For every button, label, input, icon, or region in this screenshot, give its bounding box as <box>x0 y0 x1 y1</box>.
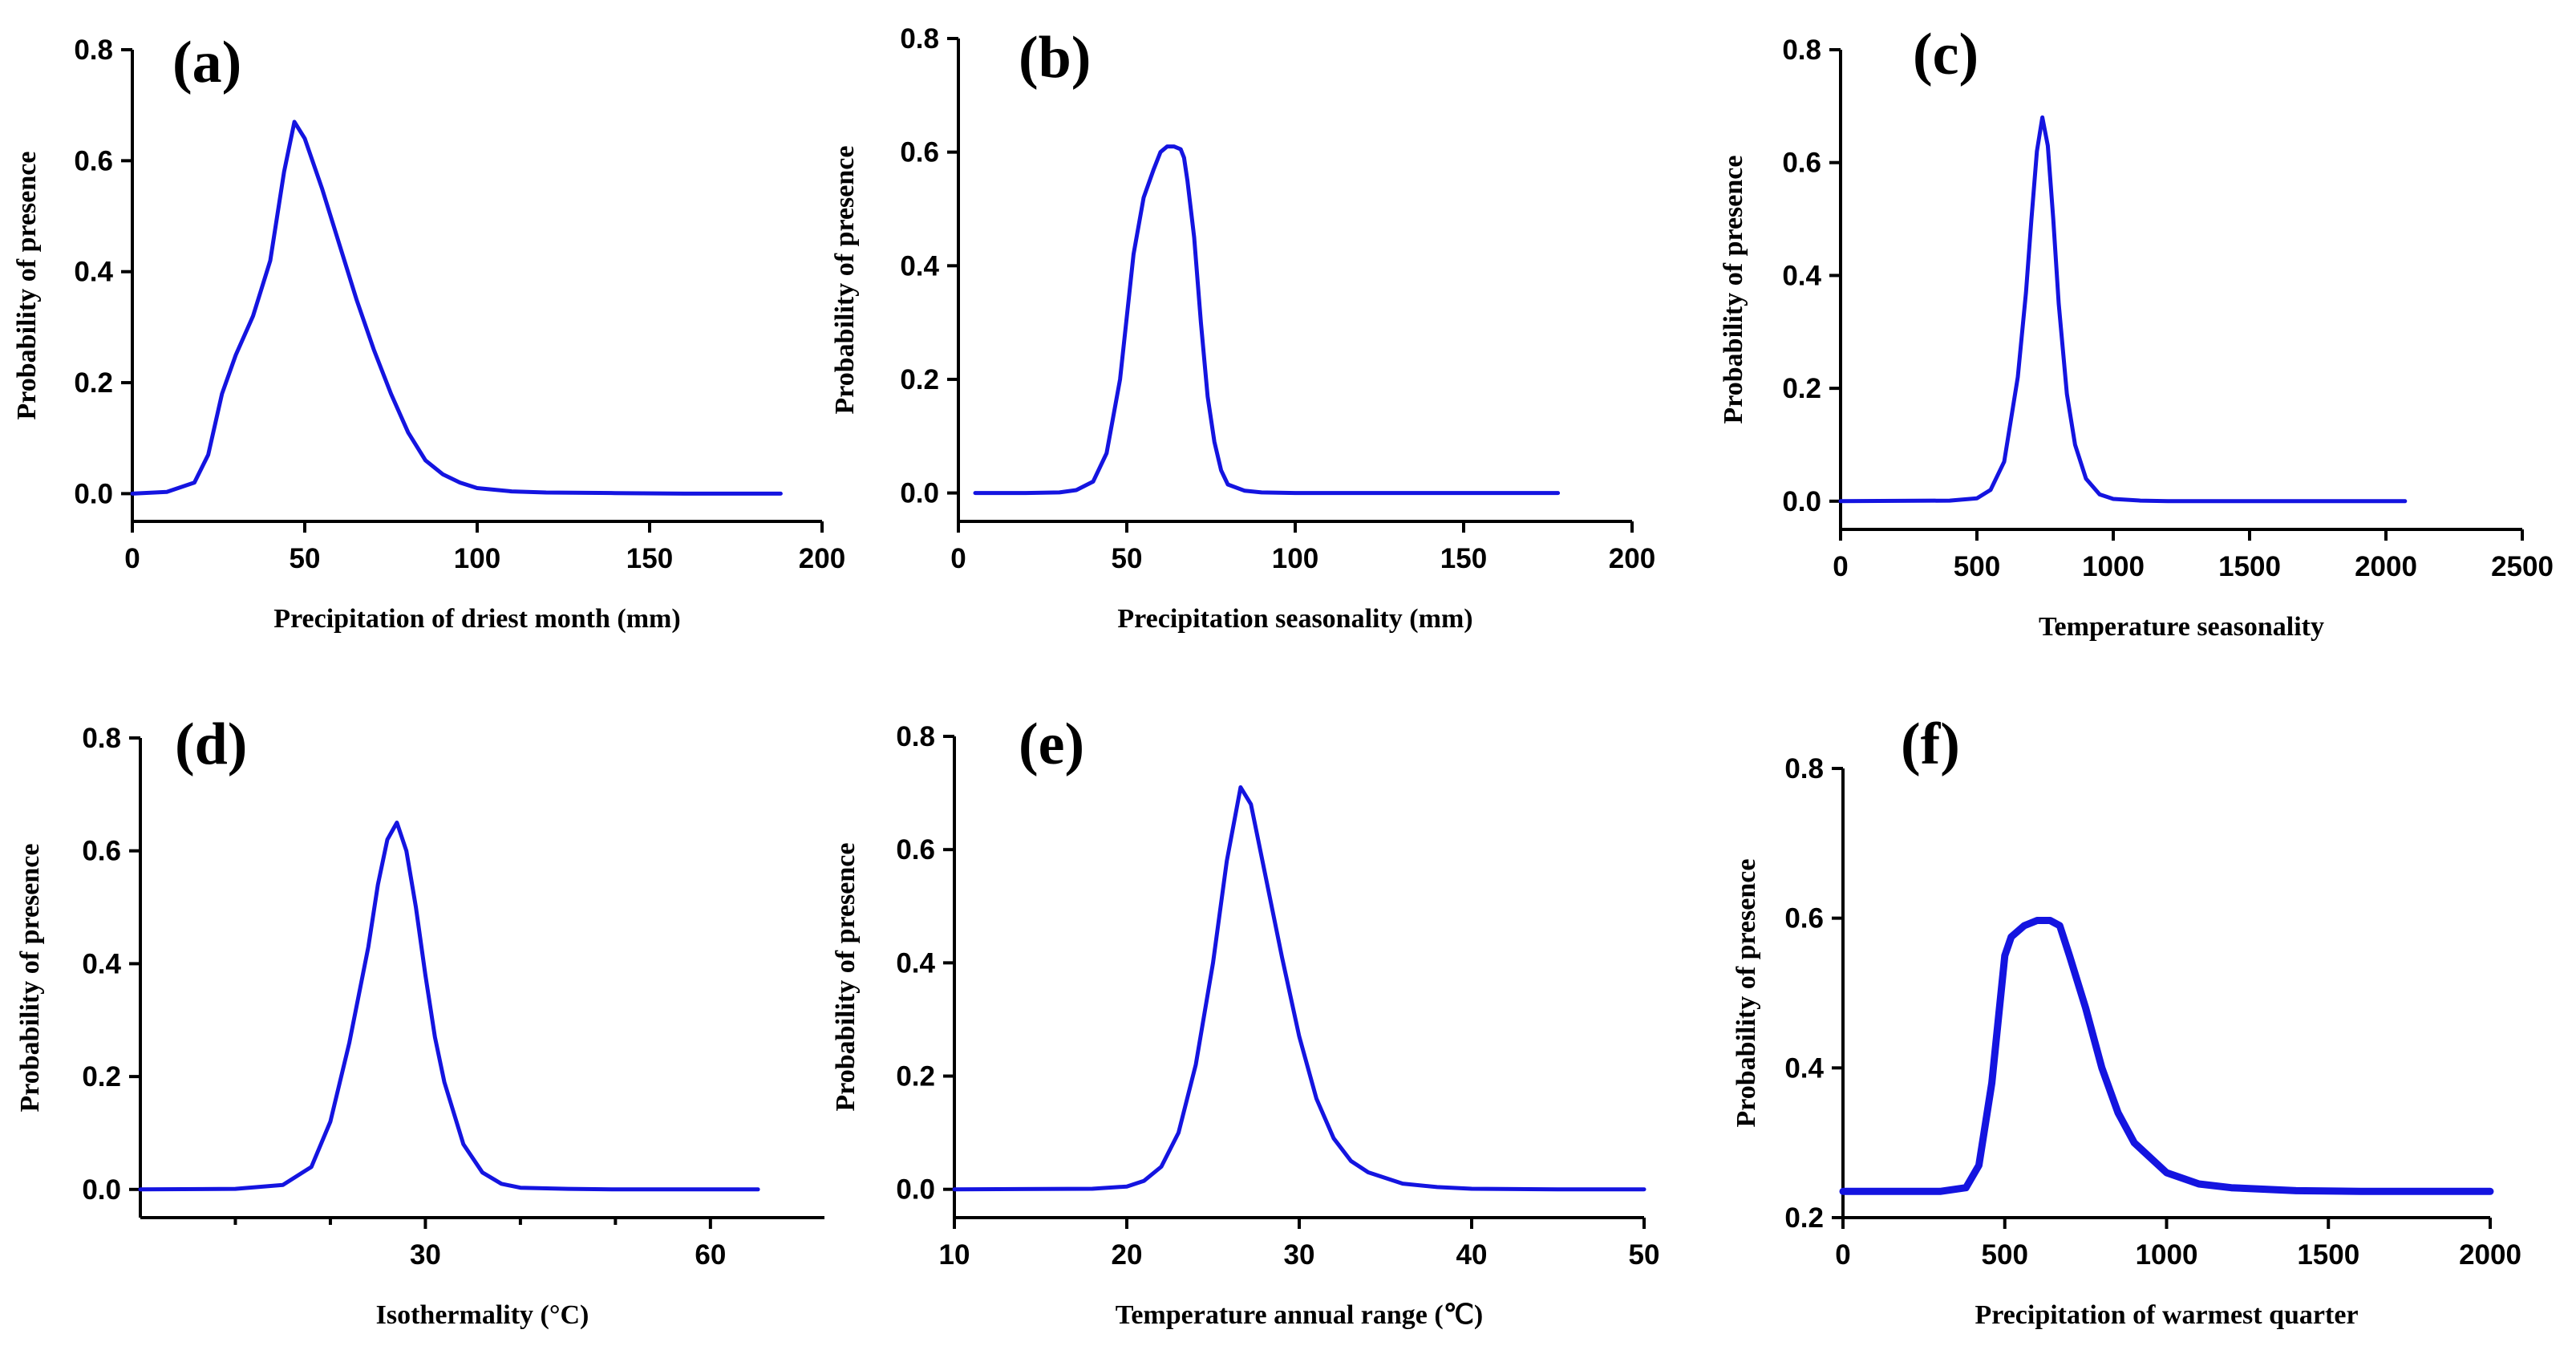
x-axis-title: Isothermality (°C) <box>376 1300 589 1330</box>
y-tick-label: 0.8 <box>1784 753 1824 784</box>
y-axis-title: Probability of presence <box>1732 859 1761 1128</box>
y-tick-label: 0.2 <box>74 367 113 399</box>
x-tick-label: 50 <box>1112 543 1143 574</box>
response-curve <box>952 785 1646 1192</box>
y-tick-label: 0.6 <box>1784 903 1824 934</box>
y-axis-title: Probability of presence <box>1719 156 1748 424</box>
response-curve <box>973 144 1561 496</box>
response-curve <box>1838 115 2408 504</box>
x-tick-label: 0 <box>1835 1239 1850 1271</box>
x-tick-label: 50 <box>1629 1239 1660 1271</box>
panel-e: 0.0 0.2 0.4 0.6 0.8 10 20 30 40 50 Temperature ann… <box>831 711 1659 1330</box>
panel-label: (a) <box>172 30 241 95</box>
y-tick-label: 0.0 <box>74 478 113 509</box>
x-tick-label: 200 <box>1609 543 1655 574</box>
response-curve <box>138 821 760 1192</box>
x-tick-label: 2000 <box>2355 551 2417 582</box>
panel-c: 0.0 0.2 0.4 0.6 0.8 0 500 1000 1500 2000 2500 Tempe… <box>1719 22 2554 642</box>
y-axis-title: Probability of presence <box>831 843 861 1112</box>
y-tick-label: 0.2 <box>82 1061 121 1093</box>
x-tick-label: 30 <box>1284 1239 1315 1271</box>
y-tick-label: 0.2 <box>900 364 939 395</box>
x-tick-label: 60 <box>695 1239 726 1271</box>
panel-f: 0.2 0.4 0.6 0.8 0 500 1000 1500 2000 Precipitatio… <box>1732 711 2521 1330</box>
y-tick-label: 0.2 <box>896 1061 935 1093</box>
y-tick-label: 0.6 <box>896 834 935 866</box>
x-axis-title: Precipitation of warmest quarter <box>1975 1300 2358 1330</box>
x-tick-label: 30 <box>410 1239 441 1271</box>
panel-label: (e) <box>1019 711 1084 777</box>
y-tick-label: 0.6 <box>82 836 121 867</box>
y-tick-label: 0.6 <box>1782 148 1821 179</box>
response-curve <box>130 120 783 496</box>
x-tick-label: 500 <box>1954 551 2000 582</box>
y-tick-label: 0.0 <box>896 1174 935 1206</box>
y-tick-label: 0.6 <box>900 137 939 168</box>
x-tick-label: 1500 <box>2218 551 2281 582</box>
x-axis-title: Precipitation of driest month (mm) <box>273 604 680 634</box>
y-tick-label: 0.6 <box>74 145 113 176</box>
y-tick-label: 0.4 <box>1784 1052 1824 1084</box>
x-axis-title: Temperature seasonality <box>2039 612 2324 642</box>
y-tick-label: 0.2 <box>1784 1202 1824 1234</box>
x-axis-title: Precipitation seasonality (mm) <box>1117 604 1472 634</box>
y-axis-title: Probability of presence <box>12 152 42 420</box>
y-tick-label: 0.8 <box>1782 34 1821 66</box>
panel-a: 0.0 0.2 0.4 0.6 0.8 0 50 100 150 200 Precipitation… <box>12 30 845 634</box>
x-axis-title: Temperature annual range (℃) <box>1116 1300 1483 1330</box>
panel-label: (d) <box>175 711 247 777</box>
y-tick-label: 0.8 <box>74 34 113 66</box>
panel-d: 0.0 0.2 0.4 0.6 0.8 30 60 Isothermality (°C) Pro… <box>15 711 824 1330</box>
x-tick-label: 0 <box>124 543 140 574</box>
panel-label: (f) <box>1901 711 1960 777</box>
y-tick-label: 0.8 <box>900 23 939 55</box>
x-tick-label: 10 <box>939 1239 970 1271</box>
x-tick-label: 500 <box>1982 1239 2028 1271</box>
panel-label: (b) <box>1019 25 1091 91</box>
y-tick-label: 0.4 <box>74 257 113 288</box>
x-tick-label: 0 <box>1833 551 1848 582</box>
y-tick-label: 0.4 <box>82 948 121 979</box>
x-tick-label: 200 <box>799 543 845 574</box>
y-tick-label: 0.2 <box>1782 373 1821 404</box>
x-tick-label: 20 <box>1112 1239 1143 1271</box>
y-tick-label: 0.0 <box>900 478 939 509</box>
response-curve <box>1839 917 2494 1195</box>
x-tick-label: 50 <box>290 543 321 574</box>
y-axis-title: Probability of presence <box>830 146 860 415</box>
y-tick-label: 0.8 <box>82 723 121 754</box>
y-tick-label: 0.0 <box>1782 486 1821 517</box>
x-tick-label: 150 <box>1440 543 1487 574</box>
panel-b: 0.0 0.2 0.4 0.6 0.8 0 50 100 150 200 Precipitation… <box>830 23 1655 634</box>
x-tick-label: 150 <box>626 543 673 574</box>
panel-label: (c) <box>1913 22 1979 87</box>
x-tick-label: 1500 <box>2297 1239 2359 1271</box>
x-tick-label: 2500 <box>2491 551 2554 582</box>
x-tick-label: 0 <box>950 543 966 574</box>
y-axis-title: Probability of presence <box>15 844 45 1113</box>
y-tick-label: 0.0 <box>82 1174 121 1206</box>
x-tick-label: 100 <box>454 543 500 574</box>
x-tick-label: 1000 <box>2136 1239 2198 1271</box>
x-tick-label: 1000 <box>2082 551 2145 582</box>
y-tick-label: 0.4 <box>900 250 939 282</box>
y-tick-label: 0.4 <box>896 947 935 979</box>
x-tick-label: 40 <box>1456 1239 1488 1271</box>
y-tick-label: 0.8 <box>896 721 935 752</box>
x-tick-label: 100 <box>1272 543 1318 574</box>
y-tick-label: 0.4 <box>1782 260 1821 291</box>
x-tick-label: 2000 <box>2459 1239 2521 1271</box>
